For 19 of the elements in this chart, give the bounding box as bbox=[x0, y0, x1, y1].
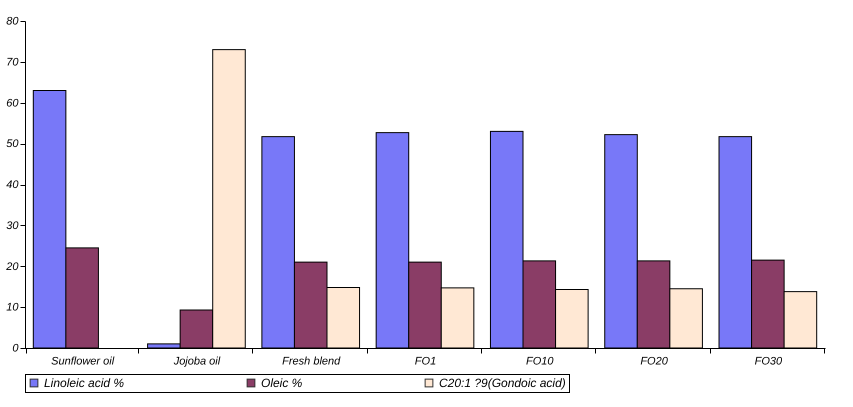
x-tick-label: Sunflower oil bbox=[51, 356, 115, 368]
x-tick-label: FO30 bbox=[754, 356, 783, 368]
y-tick-label: 50 bbox=[6, 138, 20, 150]
x-tick-label: FO1 bbox=[414, 356, 436, 368]
legend-label: Oleic % bbox=[261, 376, 303, 390]
y-tick-label: 0 bbox=[12, 342, 20, 354]
legend-label: C20:1 ?9(Gondoic acid) bbox=[439, 376, 566, 390]
x-tick-label: FO10 bbox=[526, 356, 554, 368]
x-tick-label: Fresh blend bbox=[282, 356, 342, 368]
y-tick-label: 80 bbox=[6, 16, 20, 28]
x-tick-label: FO20 bbox=[640, 356, 669, 368]
y-tick-label: 40 bbox=[6, 179, 20, 191]
y-tick-label: 10 bbox=[6, 302, 20, 314]
y-tick-label: 60 bbox=[6, 97, 20, 110]
x-tick-label: Jojoba oil bbox=[172, 356, 221, 368]
legend-label: Linoleic acid % bbox=[44, 376, 124, 390]
y-tick-label: 70 bbox=[6, 56, 20, 68]
y-tick-label: 30 bbox=[6, 220, 20, 232]
y-tick-label: 20 bbox=[5, 260, 20, 273]
